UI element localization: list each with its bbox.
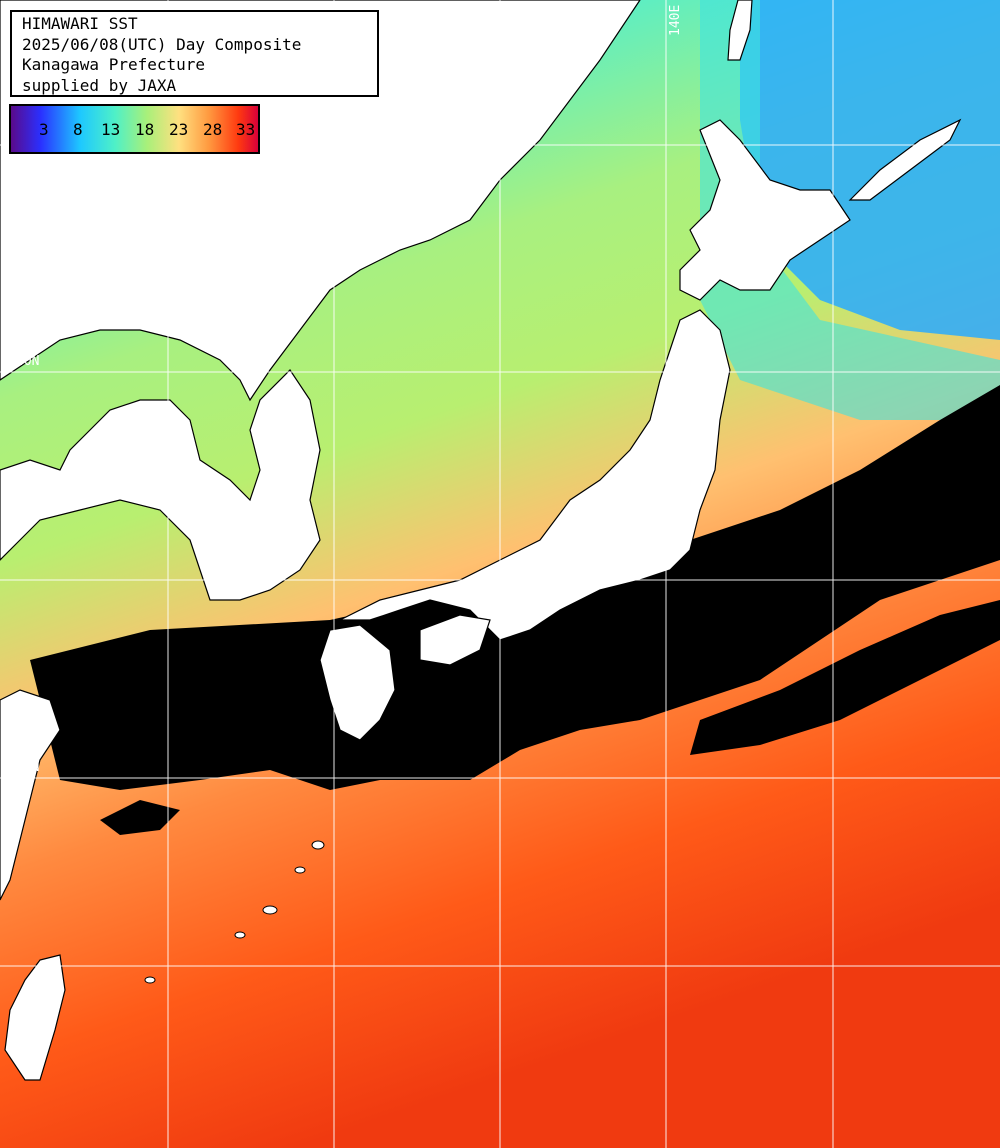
legend-tick: 13 — [101, 120, 121, 139]
cloud-patch-west — [100, 800, 180, 835]
cloud-streak — [690, 600, 1000, 755]
land-sakhalin — [727, 0, 753, 61]
legend-tick: 8 — [73, 120, 83, 139]
color-scale-legend: 3 8 13 18 23 28 33 — [9, 104, 260, 154]
land — [0, 0, 962, 1081]
legend-tick: 23 — [169, 120, 189, 139]
legend-tick: 28 — [203, 120, 223, 139]
grid-label-30n: 30N — [16, 760, 40, 775]
land-china-korea — [0, 369, 321, 601]
legend-tick: 33 — [236, 120, 256, 139]
grid-label-140e: 140E — [668, 4, 683, 36]
land-shikoku — [419, 614, 491, 666]
land-honshu — [339, 309, 731, 641]
cool-water-northeast — [700, 0, 1000, 420]
title-line-date: 2025/06/08(UTC) Day Composite — [22, 34, 302, 54]
land-kyushu — [319, 624, 396, 741]
land-taiwan — [4, 954, 66, 1081]
title-line-region: Kanagawa Prefecture — [22, 55, 206, 74]
legend-tick: 18 — [135, 120, 155, 139]
color-scale-gradient — [11, 106, 258, 152]
title-line-source: supplied by JAXA — [22, 75, 177, 95]
land-kurils — [848, 118, 962, 201]
cloud-band — [30, 385, 1000, 790]
title-line-product: HIMAWARI SST — [22, 14, 138, 33]
title-box: HIMAWARI SST 2025/06/08(UTC) Day Composi… — [10, 10, 379, 97]
land-mainland-north — [0, 0, 641, 402]
ryukyu-islands — [144, 840, 325, 984]
grid-label-40n: 40N — [16, 354, 40, 369]
legend-tick: 3 — [39, 120, 49, 139]
land-china-south — [0, 689, 61, 901]
land-hokkaido — [679, 119, 851, 301]
cold-water-northeast — [740, 0, 1000, 340]
